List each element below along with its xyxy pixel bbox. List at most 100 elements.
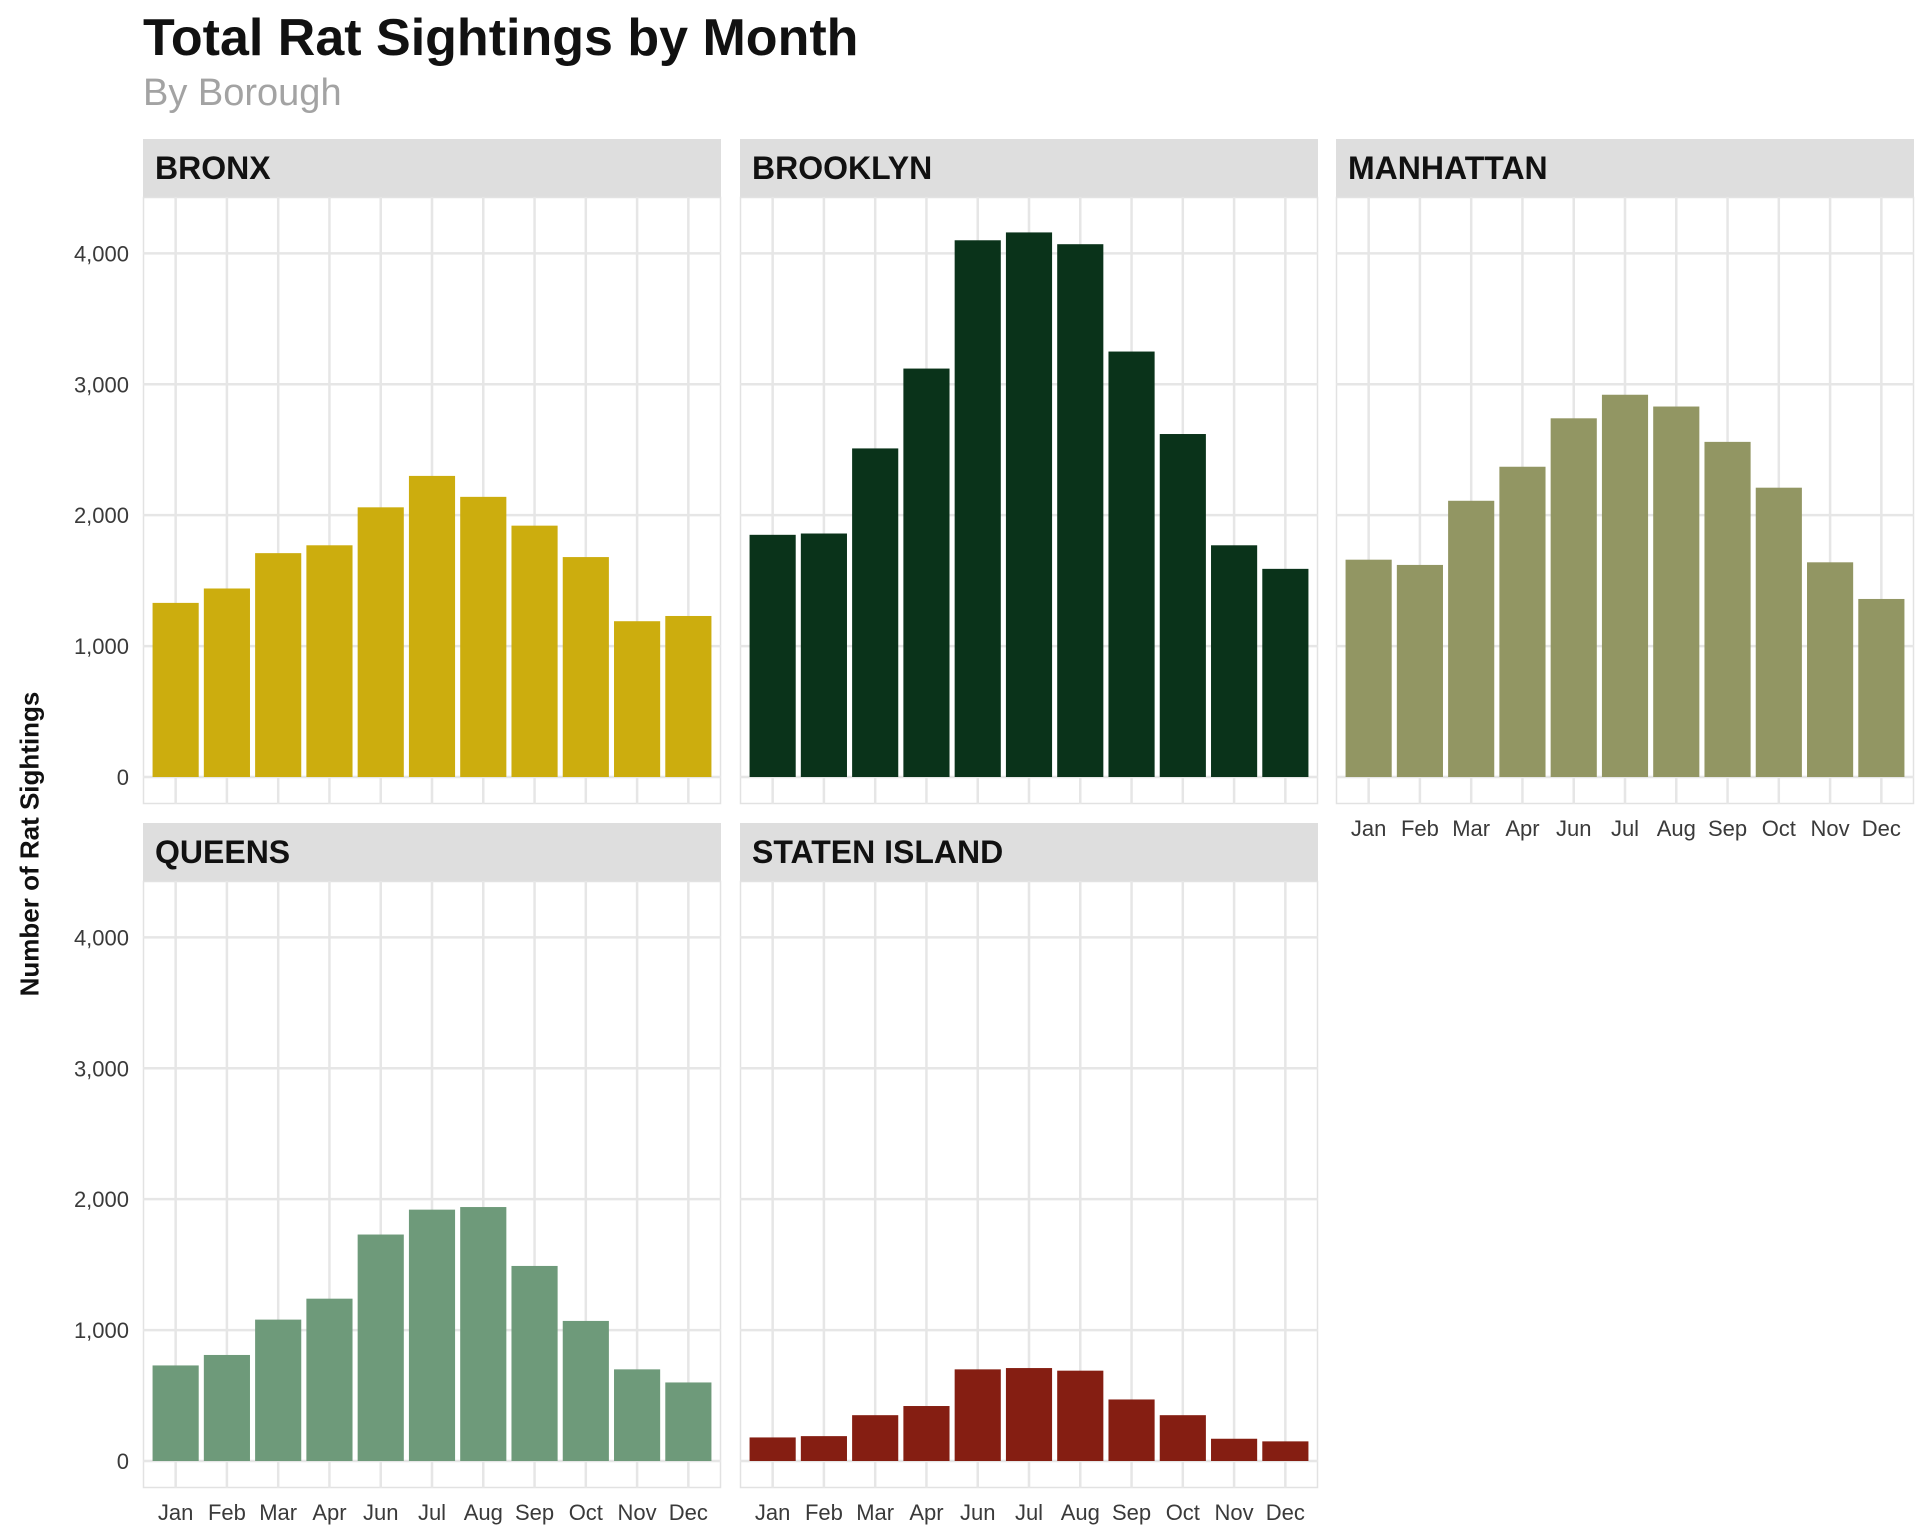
x-tick-label: Apr	[312, 1500, 346, 1525]
facet-staten-island: STATEN ISLAND Jan Feb Mar Apr Jun Jul Aug Sep Oct…	[739, 823, 1319, 1525]
x-tick-label: Sep	[515, 1500, 554, 1525]
facet-strip	[143, 823, 721, 881]
x-tick-label: Jan	[755, 1500, 790, 1525]
y-tick-label: 4,000	[74, 925, 129, 950]
y-tick-label: 1,000	[74, 634, 129, 659]
bar	[1108, 351, 1155, 777]
x-tick-label: Oct	[1166, 1500, 1200, 1525]
bar	[511, 1265, 558, 1461]
bar	[665, 1382, 712, 1461]
x-tick-label: Aug	[1061, 1500, 1100, 1525]
bar	[306, 1298, 353, 1461]
x-tick-label: Feb	[805, 1500, 843, 1525]
x-tick-label: Aug	[1657, 816, 1696, 841]
facet-strip	[740, 823, 1318, 881]
bar	[152, 1365, 199, 1461]
bar	[1550, 418, 1597, 777]
bar	[511, 525, 558, 777]
bar	[749, 1437, 796, 1461]
bar	[800, 533, 847, 777]
bar	[1108, 1399, 1155, 1461]
x-tick-label: Dec	[669, 1500, 708, 1525]
bar	[203, 1354, 250, 1461]
bar	[255, 553, 302, 777]
x-tick-label: Jan	[1351, 816, 1386, 841]
bar	[749, 534, 796, 777]
y-tick-label: 0	[117, 765, 129, 790]
x-tick-label: Aug	[464, 1500, 503, 1525]
bar	[1448, 500, 1495, 777]
bar	[1396, 564, 1443, 777]
x-tick-label: Apr	[909, 1500, 943, 1525]
y-tick-label: 0	[117, 1449, 129, 1474]
bar	[800, 1436, 847, 1461]
facet-brooklyn: BROOKLYN	[739, 139, 1319, 805]
facet-queens: QUEENS 0 1,000 2,000 3,000 4,000 Jan Feb Mar Apr J…	[74, 823, 722, 1525]
x-tick-label: Jun	[960, 1500, 995, 1525]
facet-manhattan: MANHATTAN Jan Feb Mar Apr Jun Jul Aug Sep Oct Nov D…	[1335, 139, 1915, 841]
x-tick-label: Mar	[1452, 816, 1490, 841]
x-tick-label: Apr	[1505, 816, 1539, 841]
x-tick-label: Jun	[363, 1500, 398, 1525]
facet-strip-label: STATEN ISLAND	[752, 834, 1003, 870]
bar	[460, 1207, 507, 1461]
x-tick-label: Jun	[1556, 816, 1591, 841]
bar	[152, 602, 199, 777]
chart-subtitle: By Borough	[143, 72, 342, 114]
bar	[1499, 466, 1546, 777]
bar	[903, 1406, 950, 1461]
x-tick-label: Oct	[1762, 816, 1796, 841]
facet-bronx: BRONX 0 1,000 2,000 3,000 4,000	[74, 139, 722, 805]
y-tick-label: 2,000	[74, 1187, 129, 1212]
x-tick-label: Nov	[1215, 1500, 1254, 1525]
bar	[408, 475, 456, 777]
bar	[1211, 1438, 1258, 1461]
facet-strip-label: BRONX	[155, 150, 271, 186]
x-tick-label: Jan	[158, 1500, 193, 1525]
facet-strip	[143, 139, 721, 197]
bar	[1755, 487, 1802, 777]
bar	[665, 615, 712, 777]
bar	[954, 1369, 1001, 1461]
bar	[1057, 244, 1104, 777]
y-tick-label: 3,000	[74, 372, 129, 397]
bar	[357, 1234, 404, 1461]
x-tick-label: Mar	[259, 1500, 297, 1525]
bar	[1159, 1415, 1206, 1461]
bar	[1005, 1368, 1053, 1461]
x-tick-label: Jul	[1015, 1500, 1043, 1525]
x-tick-label: Oct	[569, 1500, 603, 1525]
bar	[1005, 232, 1053, 777]
bar	[852, 448, 899, 777]
chart-title: Total Rat Sightings by Month	[143, 9, 859, 67]
facet-strip-label: BROOKLYN	[752, 150, 932, 186]
bar	[614, 621, 661, 777]
x-tick-label: Nov	[1811, 816, 1850, 841]
x-tick-label: Sep	[1708, 816, 1747, 841]
bar	[1262, 568, 1309, 777]
bar	[562, 557, 609, 777]
x-tick-label: Jul	[418, 1500, 446, 1525]
bar	[460, 496, 507, 777]
y-tick-label: 3,000	[74, 1056, 129, 1081]
bar	[562, 1320, 609, 1461]
bar	[255, 1319, 302, 1461]
bar	[954, 240, 1001, 778]
x-tick-label: Sep	[1112, 1500, 1151, 1525]
bar	[903, 368, 950, 777]
bar	[1057, 1370, 1104, 1461]
x-tick-label: Jul	[1611, 816, 1639, 841]
bar	[1704, 441, 1751, 777]
x-tick-label: Feb	[1401, 816, 1439, 841]
bar	[1211, 545, 1258, 777]
bar	[1601, 394, 1649, 777]
x-tick-label: Nov	[618, 1500, 657, 1525]
bar	[1858, 598, 1905, 777]
facet-strip-label: QUEENS	[155, 834, 290, 870]
bar	[1807, 562, 1854, 777]
bar	[1159, 434, 1206, 777]
bar	[306, 545, 353, 777]
facet-strip-label: MANHATTAN	[1348, 150, 1548, 186]
y-tick-label: 2,000	[74, 503, 129, 528]
